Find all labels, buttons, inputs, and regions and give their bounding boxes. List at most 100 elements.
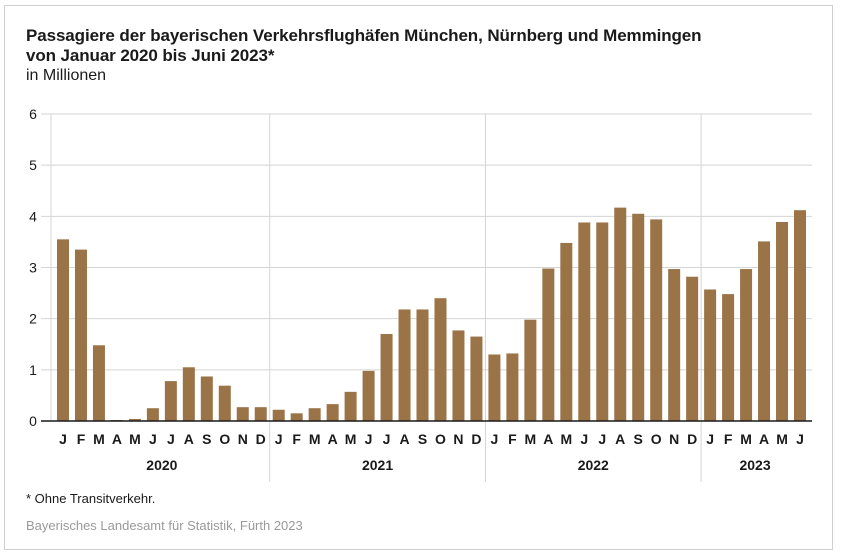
bar — [560, 242, 573, 421]
x-tick-label: F — [77, 431, 86, 447]
x-tick-label: S — [634, 431, 643, 447]
x-tick-label: N — [238, 431, 248, 447]
year-label: 2020 — [146, 457, 177, 473]
bar — [57, 239, 69, 421]
bar — [146, 408, 159, 421]
bar — [452, 330, 465, 421]
y-tick-label: 6 — [29, 106, 37, 122]
y-tick-label: 2 — [29, 311, 37, 327]
footnote: * Ohne Transitverkehr. — [26, 491, 156, 506]
bars — [57, 207, 806, 421]
bar — [254, 407, 267, 421]
x-tick-label: M — [776, 431, 788, 447]
chart-title-line1: Passagiere der bayerischen Verkehrsflugh… — [26, 26, 702, 45]
x-tick-label: A — [759, 431, 769, 447]
x-tick-label: J — [580, 431, 588, 447]
bar — [488, 354, 501, 421]
bar — [218, 385, 231, 421]
year-label: 2022 — [578, 457, 609, 473]
bar — [344, 391, 357, 421]
x-tick-label: M — [129, 431, 141, 447]
y-tick-label: 5 — [29, 157, 37, 173]
bar — [308, 408, 321, 421]
bar — [542, 268, 555, 421]
x-tick-label: O — [435, 431, 446, 447]
bar — [686, 276, 699, 421]
x-tick-label: D — [256, 431, 266, 447]
x-tick-label: J — [706, 431, 714, 447]
x-tick-label: M — [525, 431, 537, 447]
x-tick-label: F — [508, 431, 517, 447]
x-tick-label: J — [491, 431, 499, 447]
x-tick-label: J — [365, 431, 373, 447]
x-tick-label: A — [399, 431, 409, 447]
x-tick-label: A — [184, 431, 194, 447]
bar — [596, 222, 609, 421]
x-axis-year-labels: 2020 2021 2022 2023 — [146, 457, 771, 473]
bar — [362, 370, 375, 421]
x-tick-label: F — [724, 431, 733, 447]
x-tick-label: M — [309, 431, 321, 447]
x-tick-label: M — [345, 431, 357, 447]
x-tick-label: A — [328, 431, 338, 447]
x-tick-label: M — [93, 431, 105, 447]
bar — [650, 219, 663, 421]
x-tick-label: J — [59, 431, 67, 447]
y-tick-label: 4 — [29, 208, 37, 224]
x-tick-label: O — [651, 431, 662, 447]
bar — [470, 336, 483, 421]
bar — [704, 289, 717, 421]
x-tick-label: J — [598, 431, 606, 447]
year-label: 2021 — [362, 457, 393, 473]
x-tick-label: A — [615, 431, 625, 447]
x-tick-label: A — [543, 431, 553, 447]
bar — [416, 309, 429, 421]
bar — [200, 376, 213, 421]
source-note: Bayerisches Landesamt für Statistik, Für… — [26, 518, 303, 533]
bar — [506, 353, 519, 421]
bar — [326, 404, 339, 421]
bar — [524, 319, 537, 421]
x-tick-label: J — [275, 431, 283, 447]
bar — [434, 298, 447, 421]
bar — [740, 269, 753, 421]
x-tick-label: M — [740, 431, 752, 447]
x-tick-label: D — [471, 431, 481, 447]
chart-title: Passagiere der bayerischen Verkehrsflugh… — [26, 26, 702, 66]
x-tick-label: D — [687, 431, 697, 447]
x-tick-label: M — [560, 431, 572, 447]
bar — [614, 207, 627, 421]
bar — [380, 334, 393, 421]
y-tick-label: 1 — [29, 362, 37, 378]
x-tick-label: J — [167, 431, 175, 447]
chart-title-line2: von Januar 2020 bis Juni 2023* — [26, 46, 275, 65]
x-tick-label: J — [383, 431, 391, 447]
bar — [794, 210, 806, 421]
x-tick-label: S — [202, 431, 211, 447]
bar — [668, 269, 681, 421]
x-tick-label: S — [418, 431, 427, 447]
bar — [74, 249, 87, 421]
bar — [722, 294, 735, 421]
bar — [236, 407, 249, 421]
y-axis: 0 1 2 3 4 5 6 — [29, 106, 37, 429]
x-tick-label: J — [149, 431, 157, 447]
x-tick-label: O — [219, 431, 230, 447]
x-tick-label: N — [669, 431, 679, 447]
bar — [182, 367, 195, 421]
bar — [776, 221, 789, 421]
x-tick-label: J — [796, 431, 804, 447]
bar — [164, 381, 177, 421]
chart-subtitle: in Millionen — [26, 67, 107, 84]
bar — [578, 222, 591, 421]
bar — [290, 413, 303, 421]
x-tick-label: A — [112, 431, 122, 447]
x-tick-label: N — [453, 431, 463, 447]
bar — [398, 309, 411, 421]
bar — [92, 345, 105, 421]
x-tick-label: F — [292, 431, 301, 447]
bar — [632, 213, 645, 421]
year-label: 2023 — [739, 457, 770, 473]
